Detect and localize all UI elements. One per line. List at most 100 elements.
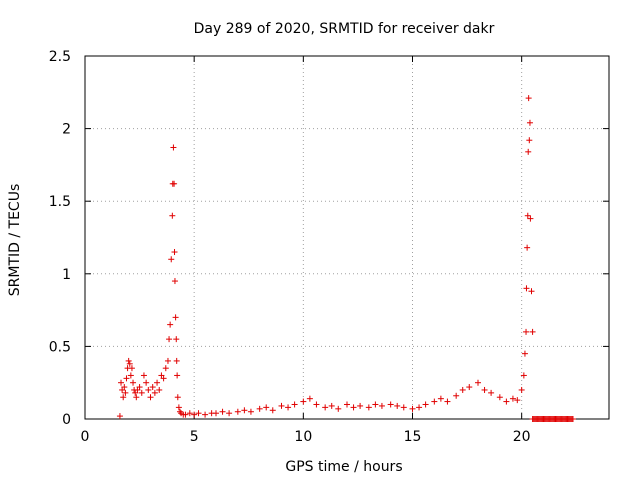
data-point <box>409 405 416 412</box>
data-point <box>322 404 329 411</box>
data-point <box>422 401 429 408</box>
data-point <box>145 386 152 393</box>
y-axis-label: SRMTID / TECUs <box>7 184 23 297</box>
data-point <box>116 413 123 420</box>
data-point <box>514 397 521 404</box>
data-point <box>365 404 372 411</box>
data-point <box>191 411 198 418</box>
x-axis-label: GPS time / hours <box>285 459 402 475</box>
data-point <box>128 365 135 372</box>
data-point <box>496 394 503 401</box>
data-point <box>394 402 401 409</box>
data-point <box>167 321 174 328</box>
data-point <box>136 384 143 391</box>
data-point <box>387 401 394 408</box>
data-point <box>173 336 180 343</box>
data-point <box>313 401 320 408</box>
data-point <box>431 398 438 405</box>
data-point <box>518 386 525 393</box>
data-point <box>569 416 576 422</box>
data-point <box>520 372 527 379</box>
data-point <box>174 394 181 401</box>
data-point <box>488 389 495 396</box>
data-point <box>174 372 181 379</box>
data-point <box>344 401 350 408</box>
data-point <box>459 386 466 393</box>
data-point <box>300 398 307 405</box>
data-point <box>166 336 173 343</box>
data-point <box>466 384 473 391</box>
data-point <box>169 212 176 219</box>
data-point <box>138 389 145 396</box>
data-point <box>121 384 128 391</box>
x-tick-label: 15 <box>404 429 422 445</box>
y-tick-label: 1 <box>62 267 71 283</box>
data-point <box>151 389 158 396</box>
data-point <box>285 404 292 411</box>
data-point <box>524 212 531 219</box>
data-point <box>525 95 532 102</box>
data-point <box>126 360 133 367</box>
gridlines <box>85 56 609 419</box>
data-point <box>226 410 233 417</box>
data-point <box>234 408 241 415</box>
data-point <box>164 357 171 364</box>
data-point <box>521 350 528 357</box>
data-point <box>527 215 534 222</box>
data-point <box>328 402 335 409</box>
data-point <box>306 395 313 402</box>
data-point <box>444 398 451 405</box>
data-point <box>170 144 177 151</box>
data-point <box>481 386 488 393</box>
data-point <box>186 410 193 417</box>
data-point <box>125 357 132 364</box>
data-point <box>523 328 530 335</box>
x-tick-label: 20 <box>513 429 531 445</box>
data-point <box>350 404 357 411</box>
data-point <box>526 137 533 144</box>
data-point <box>219 408 226 415</box>
data-point <box>291 401 298 408</box>
data-point <box>247 408 254 415</box>
data-point <box>509 395 516 402</box>
data-point <box>156 386 163 393</box>
data-point <box>213 410 219 417</box>
data-point <box>162 365 169 372</box>
data-point <box>525 148 532 155</box>
data-point <box>160 375 167 382</box>
y-tick-label: 2 <box>62 122 71 138</box>
data-point <box>168 256 175 263</box>
data-point <box>278 402 285 409</box>
data-point <box>372 401 379 408</box>
data-point <box>503 398 510 405</box>
data-point <box>526 119 533 126</box>
data-point <box>171 180 178 187</box>
data-point <box>127 372 134 379</box>
data-point <box>378 402 385 409</box>
data-point <box>171 249 178 256</box>
data-point <box>256 405 263 412</box>
data-point <box>172 314 179 321</box>
data-point <box>453 392 460 399</box>
data-point <box>400 404 407 411</box>
data-point <box>140 372 147 379</box>
y-tick-label: 0 <box>62 412 71 428</box>
axis-ticks: 0 5 10 15 20 0 0.5 1 1.5 2 2.5 <box>49 49 609 445</box>
data-point <box>123 375 130 382</box>
x-tick-label: 10 <box>294 429 312 445</box>
data-point <box>175 404 182 411</box>
data-point <box>202 411 209 418</box>
data-point <box>182 411 189 418</box>
y-tick-label: 1.5 <box>49 194 71 210</box>
data-point <box>118 379 125 386</box>
data-point <box>154 379 161 386</box>
data-point <box>171 278 178 285</box>
data-point <box>120 394 127 401</box>
data-point <box>475 379 481 386</box>
data-point <box>241 407 248 414</box>
data-point <box>176 408 183 415</box>
data-point <box>357 402 364 409</box>
data-point <box>335 405 342 412</box>
data-point <box>149 384 156 391</box>
x-tick-label: 0 <box>81 429 90 445</box>
